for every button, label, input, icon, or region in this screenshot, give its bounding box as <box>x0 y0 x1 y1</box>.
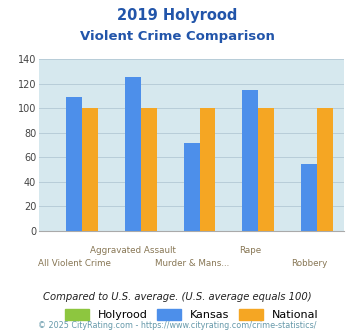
Bar <box>200 109 215 231</box>
Bar <box>242 90 258 231</box>
Text: All Violent Crime: All Violent Crime <box>38 259 111 268</box>
Bar <box>258 109 274 231</box>
Bar <box>82 109 98 231</box>
Bar <box>317 109 333 231</box>
Text: Aggravated Assault: Aggravated Assault <box>90 246 176 255</box>
Text: Rape: Rape <box>239 246 262 255</box>
Text: Robbery: Robbery <box>291 259 327 268</box>
Text: 2019 Holyrood: 2019 Holyrood <box>117 8 238 23</box>
Bar <box>141 109 157 231</box>
Bar <box>66 97 82 231</box>
Legend: Holyrood, Kansas, National: Holyrood, Kansas, National <box>65 309 318 320</box>
Text: Compared to U.S. average. (U.S. average equals 100): Compared to U.S. average. (U.S. average … <box>43 292 312 302</box>
Bar <box>184 143 200 231</box>
Text: © 2025 CityRating.com - https://www.cityrating.com/crime-statistics/: © 2025 CityRating.com - https://www.city… <box>38 321 317 330</box>
Text: Violent Crime Comparison: Violent Crime Comparison <box>80 30 275 43</box>
Bar <box>301 164 317 231</box>
Bar <box>125 77 141 231</box>
Text: Murder & Mans...: Murder & Mans... <box>154 259 229 268</box>
